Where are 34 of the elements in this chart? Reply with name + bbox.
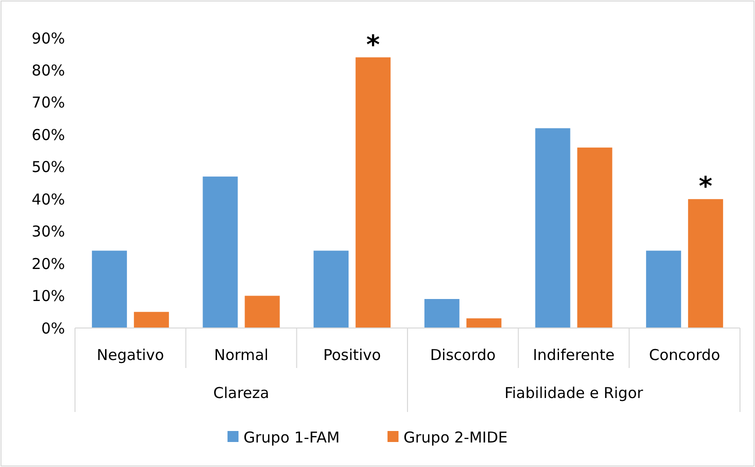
y-tick-label: 40%: [32, 190, 65, 208]
x-tick-label: Discordo: [430, 346, 496, 364]
bar: [424, 299, 460, 328]
legend-label: Grupo 1-FAM: [244, 428, 340, 446]
legend-label: Grupo 2-MIDE: [404, 428, 508, 446]
text: Clareza: [213, 384, 270, 402]
y-tick-label: 30%: [32, 222, 65, 241]
bar: [646, 250, 682, 328]
y-tick-label: 90%: [32, 29, 65, 48]
y-tick-label: 10%: [32, 287, 65, 306]
x-tick-label: Indiferente: [532, 346, 615, 364]
y-tick-label: 20%: [32, 254, 65, 273]
y-tick-label: 0%: [41, 319, 65, 338]
bar: [577, 148, 612, 328]
annotation: *: [366, 30, 380, 60]
bar: [466, 318, 502, 328]
x-tick-label: Concordo: [648, 346, 720, 364]
bar: [202, 176, 238, 328]
text: Fiabilidade e Rigor: [504, 384, 644, 402]
y-tick-label: 60%: [32, 126, 65, 144]
y-tick-label: 70%: [32, 94, 65, 112]
bar: [688, 199, 724, 328]
x-tick-label: Normal: [214, 346, 268, 364]
bar: [356, 57, 391, 328]
bar: [244, 296, 280, 328]
bar: [92, 250, 127, 328]
annotation: *: [698, 172, 713, 202]
bar: [535, 128, 570, 328]
bar: [134, 312, 169, 328]
bar: [314, 250, 349, 328]
x-tick-label: Positivo: [323, 346, 381, 364]
y-tick-label: 50%: [32, 158, 65, 176]
x-tick-label: Negativo: [96, 346, 164, 364]
y-tick-label: 80%: [32, 61, 65, 80]
